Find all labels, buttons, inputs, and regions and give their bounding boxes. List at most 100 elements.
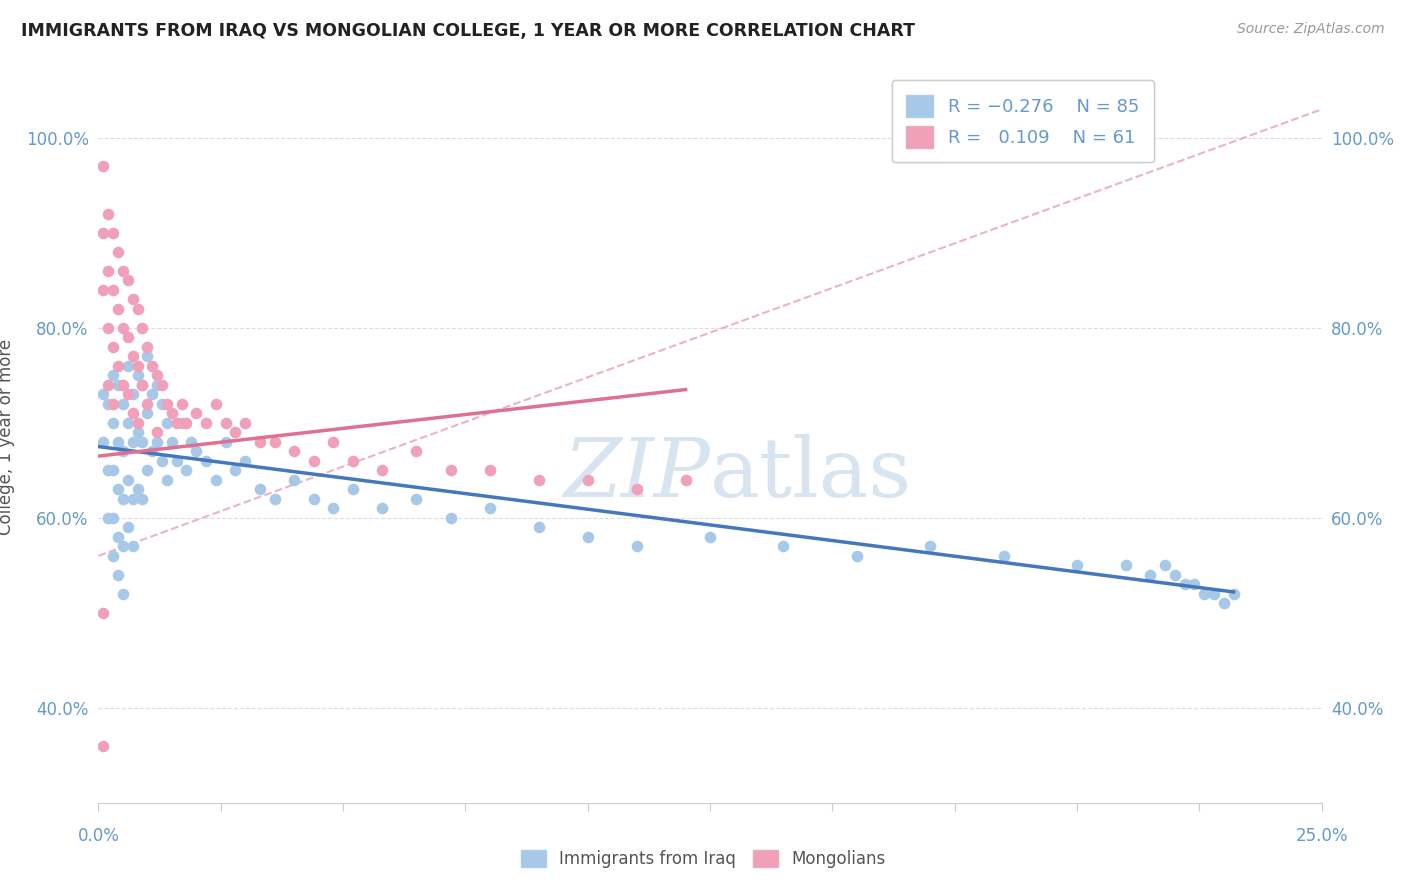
Text: IMMIGRANTS FROM IRAQ VS MONGOLIAN COLLEGE, 1 YEAR OR MORE CORRELATION CHART: IMMIGRANTS FROM IRAQ VS MONGOLIAN COLLEG… [21, 22, 915, 40]
Point [302, 454, 325, 468]
Point [146, 425, 169, 440]
Point [97, 377, 120, 392]
Point [156, 397, 179, 411]
Point [111, 377, 134, 392]
Point [141, 359, 163, 373]
Point [91, 283, 114, 297]
Point [845, 549, 868, 563]
Point [131, 377, 153, 392]
Point [150, 397, 173, 411]
Point [101, 549, 124, 563]
Point [127, 368, 149, 383]
Point [440, 463, 463, 477]
Point [101, 397, 124, 411]
Text: 25.0%: 25.0% [1295, 827, 1348, 845]
Point [195, 454, 218, 468]
Point [205, 397, 228, 411]
Point [146, 377, 169, 392]
Point [131, 434, 153, 449]
Point [772, 539, 794, 553]
Point [121, 539, 143, 553]
Point [101, 368, 124, 383]
Point [111, 587, 134, 601]
Point [91, 606, 114, 620]
Point [97, 463, 120, 477]
Point [699, 530, 721, 544]
Y-axis label: College, 1 year or more: College, 1 year or more [0, 339, 14, 535]
Point [117, 330, 139, 344]
Point [180, 434, 202, 449]
Point [121, 406, 143, 420]
Point [160, 406, 183, 420]
Point [146, 434, 169, 449]
Point [1192, 587, 1215, 601]
Point [1222, 587, 1244, 601]
Point [527, 520, 550, 534]
Point [1212, 596, 1234, 610]
Point [111, 491, 134, 506]
Point [371, 501, 394, 516]
Point [440, 511, 463, 525]
Point [127, 359, 149, 373]
Point [121, 434, 143, 449]
Point [131, 321, 153, 335]
Point [97, 511, 120, 525]
Text: 0.0%: 0.0% [77, 827, 120, 845]
Point [150, 454, 173, 468]
Point [101, 283, 124, 297]
Text: ZIP: ZIP [564, 434, 710, 514]
Text: Source: ZipAtlas.com: Source: ZipAtlas.com [1237, 22, 1385, 37]
Point [141, 444, 163, 458]
Point [214, 416, 236, 430]
Point [111, 397, 134, 411]
Point [302, 491, 325, 506]
Point [111, 264, 134, 278]
Point [1066, 558, 1088, 573]
Point [920, 539, 942, 553]
Point [160, 434, 183, 449]
Point [224, 425, 246, 440]
Point [117, 273, 139, 287]
Point [107, 530, 129, 544]
Point [101, 226, 124, 240]
Point [342, 483, 364, 497]
Point [233, 454, 256, 468]
Legend: Immigrants from Iraq, Mongolians: Immigrants from Iraq, Mongolians [515, 843, 891, 875]
Point [91, 226, 114, 240]
Legend: R = −0.276    N = 85, R =   0.109    N = 61: R = −0.276 N = 85, R = 0.109 N = 61 [891, 80, 1153, 162]
Point [101, 416, 124, 430]
Point [127, 425, 149, 440]
Point [576, 530, 599, 544]
Point [1202, 587, 1225, 601]
Point [111, 321, 134, 335]
Point [111, 539, 134, 553]
Point [146, 368, 169, 383]
Point [97, 321, 120, 335]
Point [527, 473, 550, 487]
Point [101, 511, 124, 525]
Point [186, 444, 208, 458]
Point [322, 501, 344, 516]
Point [224, 463, 246, 477]
Point [107, 377, 129, 392]
Point [150, 377, 173, 392]
Point [107, 301, 129, 316]
Point [91, 434, 114, 449]
Point [121, 293, 143, 307]
Point [166, 454, 188, 468]
Point [195, 416, 218, 430]
Point [342, 454, 364, 468]
Point [107, 567, 129, 582]
Point [176, 416, 198, 430]
Point [117, 416, 139, 430]
Point [478, 463, 501, 477]
Point [249, 434, 271, 449]
Point [214, 434, 236, 449]
Point [156, 473, 179, 487]
Point [141, 387, 163, 401]
Point [166, 416, 188, 430]
Point [107, 359, 129, 373]
Point [136, 340, 159, 354]
Point [91, 739, 114, 753]
Point [107, 483, 129, 497]
